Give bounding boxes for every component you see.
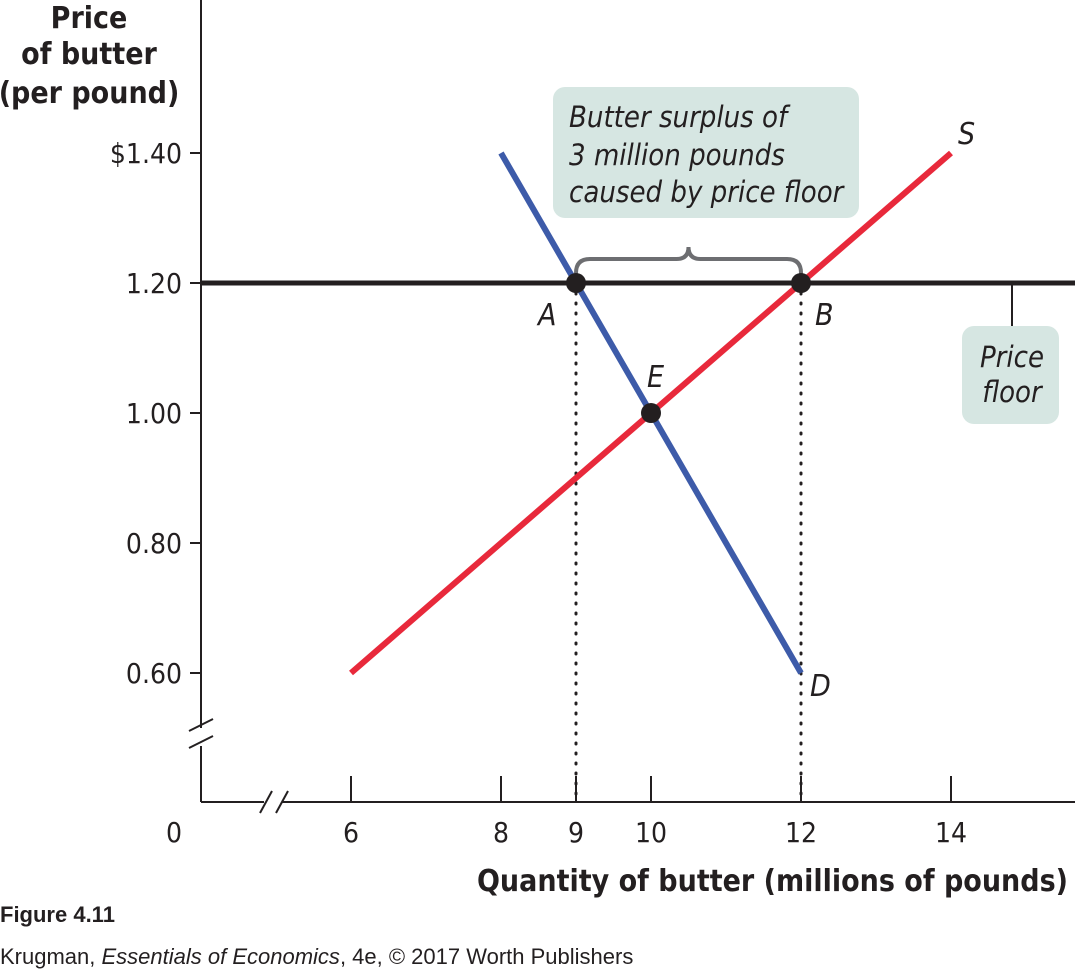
point-e <box>641 403 661 423</box>
y-tick-label: 0.80 <box>126 527 182 560</box>
x-tick-label: 10 <box>635 816 667 849</box>
y-tick-label: $1.40 <box>110 137 182 170</box>
point-e-label: E <box>647 360 664 395</box>
figure-credit: Krugman, Essentials of Economics, 4e, © … <box>0 944 633 970</box>
supply-curve-label: S <box>958 117 975 152</box>
surplus-note-line-2: 3 million pounds <box>569 138 785 172</box>
demand-curve-label: D <box>810 669 831 704</box>
y-axis-break-mark-2 <box>188 735 214 749</box>
point-b <box>791 273 811 293</box>
floor-note-line-2: floor <box>982 375 1044 409</box>
credit-book-title: Essentials of Economics <box>101 944 340 969</box>
x-axis-label: Quantity of butter (millions of pounds) <box>477 864 1068 899</box>
y-tick-label: 1.00 <box>126 397 182 430</box>
origin-label: 0 <box>166 816 182 849</box>
x-tick-label: 9 <box>568 816 584 849</box>
y-axis-label-line-2: of butter <box>21 37 157 72</box>
credit-rest: , 4e, © 2017 Worth Publishers <box>339 944 634 969</box>
credit-author: Krugman, <box>0 944 102 969</box>
y-axis-label-line-1: Price <box>51 1 128 36</box>
floor-callout-box <box>962 326 1059 424</box>
x-tick-label: 14 <box>935 816 967 849</box>
figure-title: Figure 4.11 <box>0 902 115 927</box>
y-axis-break-mark-1 <box>188 718 214 732</box>
x-axis-break-mark-1 <box>259 790 273 814</box>
surplus-brace <box>574 246 803 275</box>
y-tick-label: 0.60 <box>126 657 182 690</box>
floor-note-line-1: Price <box>980 340 1044 374</box>
y-axis-label-line-3: (per pound) <box>0 76 179 111</box>
point-a <box>566 273 586 293</box>
y-tick-label: 1.20 <box>126 267 182 300</box>
surplus-callout-box <box>553 87 859 218</box>
surplus-note-line-1: Butter surplus of <box>569 100 791 134</box>
point-b-label: B <box>815 298 834 333</box>
price-floor-chart: 0.60 0.80 1.00 1.20 $1.40 6 8 9 10 12 14 Price of … <box>0 0 1075 899</box>
x-axis-break-mark-2 <box>275 790 289 814</box>
point-a-label: A <box>536 298 556 333</box>
x-tick-label: 12 <box>785 816 817 849</box>
x-tick-label: 8 <box>493 816 509 849</box>
x-tick-label: 6 <box>343 816 359 849</box>
surplus-note-line-3: caused by price floor <box>569 175 846 209</box>
